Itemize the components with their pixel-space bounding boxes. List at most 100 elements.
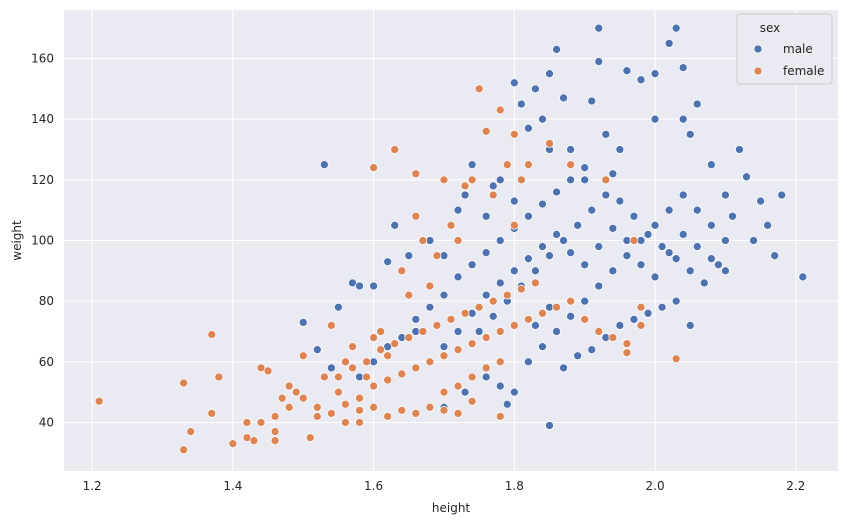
point-female <box>495 105 505 115</box>
point-male <box>439 342 449 352</box>
point-female <box>608 333 618 342</box>
point-female <box>369 333 378 342</box>
point-female <box>467 339 477 348</box>
point-male <box>671 296 681 306</box>
point-female <box>481 333 491 342</box>
point-male <box>439 290 449 300</box>
point-male <box>566 248 575 257</box>
point-female <box>327 409 336 418</box>
point-male <box>531 266 540 276</box>
point-female <box>390 339 400 348</box>
point-female <box>334 372 343 382</box>
y-axis-title: weight <box>10 220 24 261</box>
point-male <box>467 260 477 270</box>
point-male <box>298 318 308 327</box>
x-axis: 1.2 1.4 1.6 1.8 2.0 2.2 <box>83 479 806 493</box>
point-male <box>538 114 547 124</box>
point-male <box>608 224 618 233</box>
point-female <box>383 351 393 361</box>
point-female <box>636 302 646 312</box>
point-female <box>249 436 259 446</box>
point-female <box>270 436 280 446</box>
point-male <box>685 321 695 330</box>
point-female <box>552 302 561 312</box>
point-male <box>678 63 688 72</box>
point-male <box>460 190 470 200</box>
point-male <box>559 363 568 373</box>
point-male <box>685 266 695 276</box>
point-female <box>488 296 498 306</box>
point-male <box>636 260 646 270</box>
point-female <box>481 126 491 136</box>
point-male <box>495 278 505 288</box>
point-male <box>531 321 540 330</box>
y-axis: 40 60 80 100 120 140 160 <box>31 52 54 430</box>
y-tick-label: 40 <box>39 415 54 429</box>
point-female <box>411 409 421 418</box>
point-female <box>524 160 533 170</box>
point-female <box>327 321 336 330</box>
point-female <box>622 348 632 358</box>
point-female <box>390 145 400 154</box>
point-female <box>460 308 470 318</box>
point-male <box>587 205 597 215</box>
point-female <box>432 251 442 261</box>
point-female <box>446 220 456 230</box>
y-tick-label: 120 <box>31 173 54 187</box>
legend: sex male female <box>736 13 833 85</box>
point-male <box>566 145 575 154</box>
point-male <box>552 327 561 336</box>
point-male <box>650 69 660 79</box>
point-male <box>509 387 519 397</box>
point-male <box>334 302 343 312</box>
point-male <box>678 114 688 124</box>
point-female <box>270 427 280 436</box>
point-female <box>481 363 491 373</box>
point-female <box>524 315 533 324</box>
point-female <box>439 351 449 361</box>
point-male <box>453 327 463 336</box>
legend-marker-female <box>753 66 763 76</box>
legend-label-male: male <box>783 42 813 56</box>
point-male <box>749 236 758 245</box>
point-male <box>488 181 498 191</box>
point-female <box>355 405 364 415</box>
point-male <box>573 220 583 230</box>
point-male <box>664 248 674 257</box>
point-female <box>453 409 463 418</box>
point-female <box>207 330 217 339</box>
point-female <box>376 345 385 355</box>
point-female <box>425 402 435 412</box>
point-male <box>721 266 730 276</box>
point-male <box>728 211 737 221</box>
x-tick-label: 1.2 <box>83 479 102 493</box>
point-female <box>418 236 428 245</box>
point-female <box>179 378 188 388</box>
point-male <box>495 381 505 391</box>
point-male <box>706 220 716 230</box>
point-male <box>685 129 695 139</box>
point-female <box>509 220 519 230</box>
point-female <box>425 357 435 367</box>
point-male <box>622 251 632 261</box>
point-male <box>692 99 702 109</box>
point-male <box>643 308 653 318</box>
point-male <box>721 190 730 200</box>
x-tick-label: 2.2 <box>786 479 805 493</box>
point-male <box>692 205 702 215</box>
point-male <box>650 220 660 230</box>
point-female <box>545 139 554 148</box>
point-male <box>763 220 772 230</box>
point-male <box>601 190 611 200</box>
point-male <box>531 84 540 94</box>
point-female <box>334 387 343 397</box>
point-male <box>524 123 533 133</box>
point-male <box>650 272 660 282</box>
point-male <box>552 45 561 54</box>
point-male <box>622 66 632 76</box>
point-female <box>341 357 350 367</box>
point-male <box>390 220 400 230</box>
point-female <box>312 412 322 421</box>
point-male <box>601 129 611 139</box>
point-female <box>566 296 575 306</box>
